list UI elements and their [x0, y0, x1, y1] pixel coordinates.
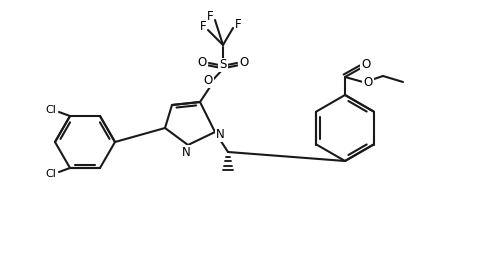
- Text: O: O: [197, 56, 207, 69]
- Text: O: O: [240, 56, 249, 69]
- Text: Cl: Cl: [45, 169, 57, 179]
- Text: O: O: [363, 76, 373, 89]
- Text: O: O: [203, 75, 212, 87]
- Text: F: F: [207, 9, 213, 22]
- Text: N: N: [216, 129, 225, 141]
- Text: S: S: [219, 59, 227, 72]
- Text: F: F: [235, 19, 242, 32]
- Text: F: F: [200, 19, 206, 32]
- Text: O: O: [362, 59, 371, 72]
- Text: N: N: [182, 146, 190, 158]
- Text: Cl: Cl: [45, 105, 57, 115]
